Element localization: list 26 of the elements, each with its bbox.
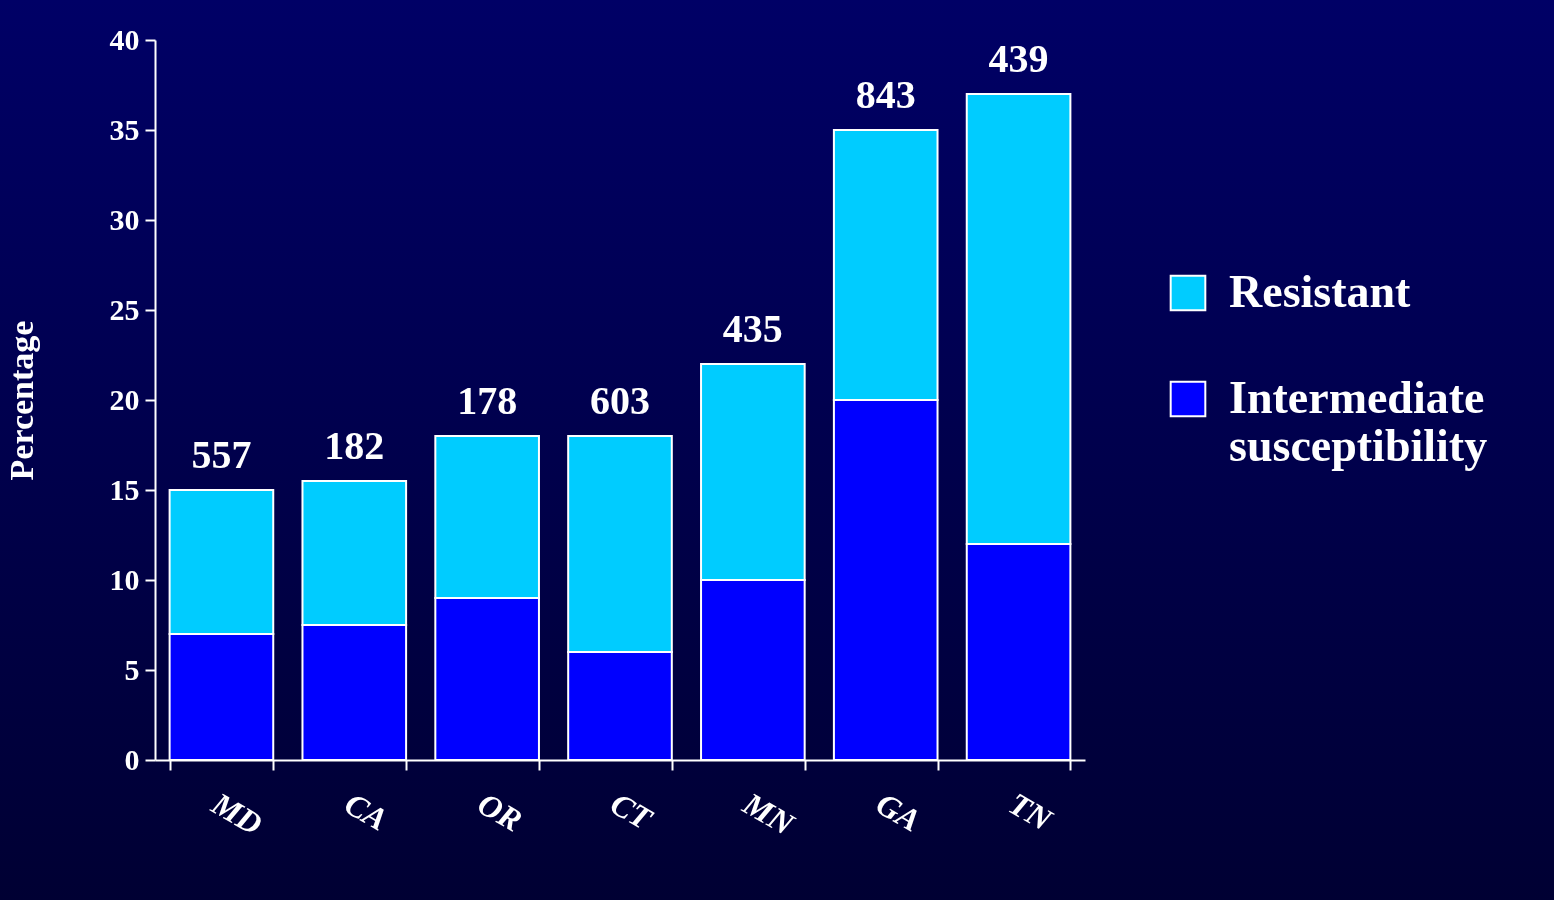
annotation: 843 (855, 72, 916, 117)
annotation: 603 (590, 378, 650, 423)
y-tick-label: 25 (109, 292, 140, 326)
x-tick-label: TN (1003, 785, 1060, 839)
legend-label: Resistant (1229, 266, 1412, 317)
x-tick-label: MD (205, 784, 269, 842)
legend-label: Intermediate susceptibility (1229, 372, 1488, 471)
y-tick-label: 15 (109, 472, 140, 506)
annotation: 178 (457, 378, 518, 423)
y-tick-label: 40 (109, 22, 140, 56)
y-tick-label: 10 (109, 562, 140, 596)
x-tick-label: CT (604, 785, 660, 838)
annotation: 439 (988, 36, 1049, 81)
x-tick-label: GA (870, 785, 927, 839)
annotation: 435 (722, 306, 783, 351)
y-tick-label: 20 (109, 382, 140, 416)
x-tick-label: OR (471, 785, 529, 839)
annotation: 182 (324, 423, 385, 468)
y-tick-label: 0 (124, 742, 140, 776)
y-tick-label: 35 (109, 112, 140, 146)
y-axis-title: Percentage (2, 320, 40, 481)
annotation: 557 (191, 432, 252, 477)
y-tick-label: 30 (109, 202, 140, 236)
y-tick-label: 5 (124, 652, 140, 686)
x-tick-label: CA (338, 785, 394, 838)
x-tick-label: MN (736, 784, 802, 843)
